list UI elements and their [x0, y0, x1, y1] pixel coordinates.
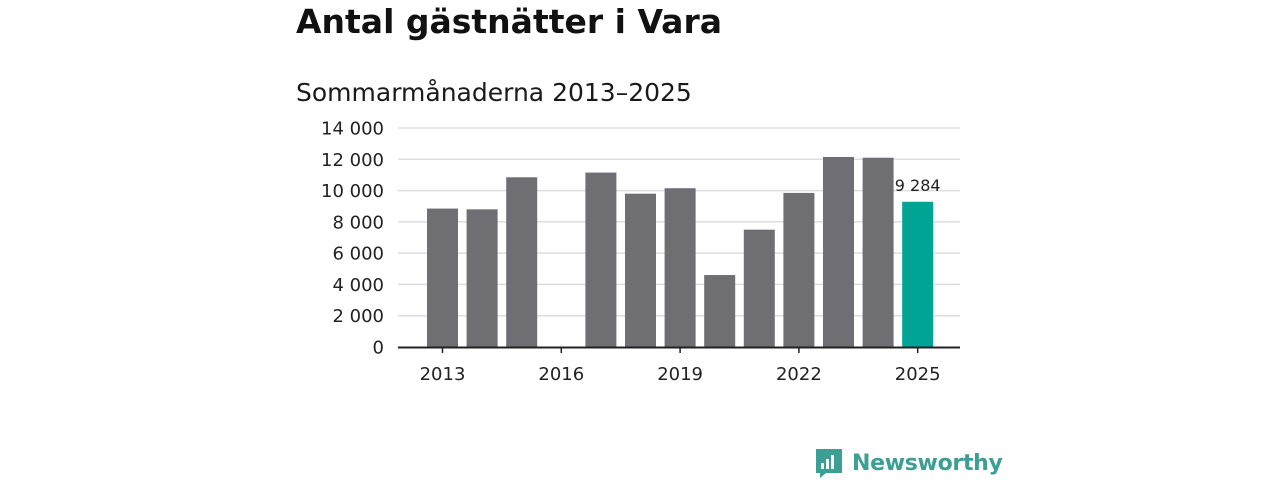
y-tick-label: 2 000: [332, 306, 384, 327]
newsworthy-logo-icon: [816, 449, 842, 478]
bar-2021: [743, 229, 775, 347]
bar-2025: [902, 201, 934, 347]
y-axis-ticks: 0 2 000 4 000 6 000 8 000 10 000 12 000 14 000: [321, 119, 384, 359]
x-tick-label: 2019: [657, 364, 703, 385]
y-tick-label: 0: [373, 338, 384, 359]
bar-2019: [664, 188, 696, 347]
bar-2020: [704, 275, 736, 347]
y-tick-label: 8 000: [332, 212, 384, 233]
brand-logo: Newsworthy: [814, 446, 1003, 480]
y-tick-label: 10 000: [321, 181, 384, 202]
bar-2015: [506, 177, 538, 347]
brand-name: Newsworthy: [852, 450, 1003, 476]
bar-2014: [466, 209, 498, 347]
bar-2024: [862, 157, 894, 347]
bar-2022: [783, 192, 815, 347]
chart-title: Antal gästnätter i Vara: [296, 2, 722, 41]
x-tick-label: 2013: [420, 364, 466, 385]
bar-2023: [823, 156, 854, 347]
x-tick-label: 2025: [895, 364, 941, 385]
y-tick-label: 4 000: [332, 275, 384, 296]
y-tick-label: 6 000: [332, 244, 384, 265]
x-tick-label: 2016: [538, 364, 584, 385]
y-tick-label: 12 000: [321, 150, 384, 171]
x-axis-ticks: 2013 2016 2019 2022 2025: [420, 347, 941, 385]
bar-2018: [625, 193, 656, 347]
y-tick-label: 14 000: [321, 119, 384, 140]
chart-subtitle: Sommarmånaderna 2013–2025: [296, 78, 692, 107]
bar-2017: [585, 172, 617, 347]
bar-2013: [427, 208, 458, 347]
bars: [427, 156, 934, 347]
data-labels: 9 284: [895, 176, 941, 195]
x-tick-label: 2022: [776, 364, 822, 385]
data-label-2025: 9 284: [895, 176, 941, 195]
